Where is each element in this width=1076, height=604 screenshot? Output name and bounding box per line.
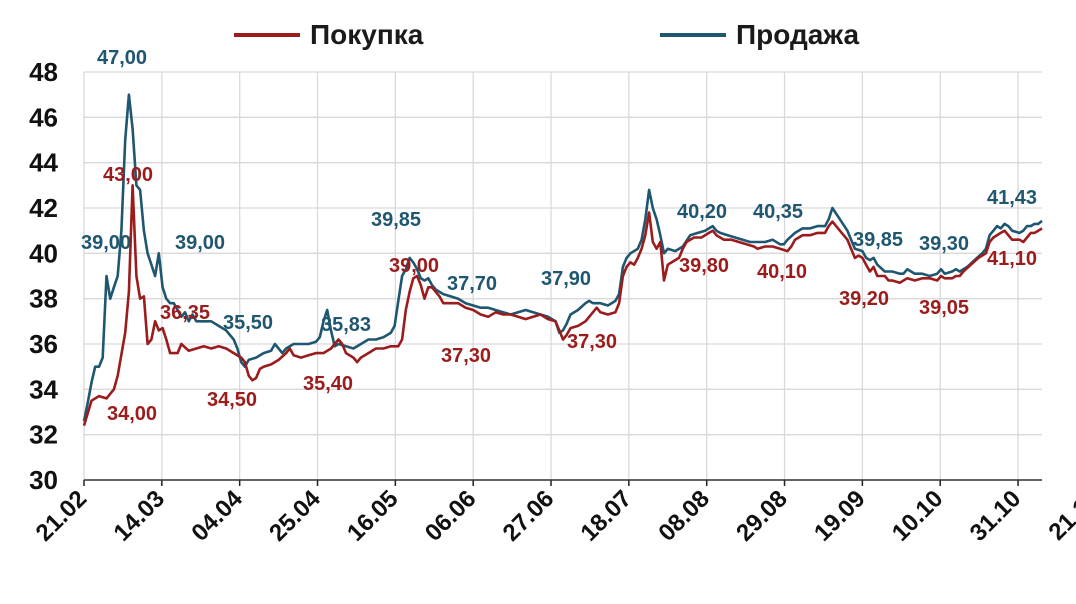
x-tick-label: 18.07 xyxy=(576,485,638,547)
data-label-buy: 40,10 xyxy=(757,261,807,283)
data-label-buy: 39,20 xyxy=(839,288,889,310)
data-label-sell: 35,50 xyxy=(223,312,273,334)
data-label-sell: 39,30 xyxy=(919,233,969,255)
data-label-sell: 35,83 xyxy=(321,314,371,336)
data-label-buy: 37,30 xyxy=(441,345,491,367)
data-label-buy: 35,40 xyxy=(303,373,353,395)
data-label-buy: 37,30 xyxy=(567,331,617,353)
data-label-sell: 39,85 xyxy=(371,209,421,231)
y-tick-label: 34 xyxy=(29,374,58,404)
x-tick-label: 14.03 xyxy=(109,485,171,547)
y-axis: 30 32 34 36 38 40 42 44 46 48 xyxy=(29,57,58,495)
data-label-buy: 39,05 xyxy=(919,297,969,319)
data-label-sell: 40,20 xyxy=(677,201,727,223)
data-label-sell: 39,00 xyxy=(81,232,131,254)
x-tick-label: 29.08 xyxy=(731,485,793,547)
data-label-buy: 39,00 xyxy=(389,255,439,277)
x-tick-label: 06.06 xyxy=(420,485,482,547)
legend: Покупка Продажа xyxy=(234,19,860,50)
data-label-buy: 34,50 xyxy=(207,389,257,411)
x-tick-label: 27.06 xyxy=(498,485,560,547)
y-tick-label: 42 xyxy=(29,193,58,223)
x-tick-label: 19.09 xyxy=(809,485,871,547)
y-tick-label: 40 xyxy=(29,238,58,268)
data-label-buy: 43,00 xyxy=(103,164,153,186)
x-tick-label: 04.04 xyxy=(186,485,248,547)
y-tick-label: 46 xyxy=(29,102,58,132)
y-tick-label: 32 xyxy=(29,420,58,450)
x-tick-label: 25.04 xyxy=(264,485,326,547)
legend-label-sell: Продажа xyxy=(736,19,860,50)
series-lines xyxy=(82,93,1043,426)
data-label-sell: 37,70 xyxy=(447,273,497,295)
y-tick-label: 48 xyxy=(29,57,58,87)
x-tick-label: 21.11 xyxy=(1044,485,1076,546)
data-label-sell: 40,35 xyxy=(753,201,803,223)
data-label-sell: 37,90 xyxy=(541,268,591,290)
data-label-buy: 39,80 xyxy=(679,255,729,277)
data-label-buy: 41,10 xyxy=(987,248,1037,270)
data-label-buy: 34,00 xyxy=(107,403,157,425)
data-label-sell: 39,85 xyxy=(853,229,903,251)
data-label-sell: 47,00 xyxy=(97,47,147,69)
x-tick-label: 31.10 xyxy=(965,485,1027,547)
grid xyxy=(83,71,1042,481)
x-tick-label: 16.05 xyxy=(342,485,404,547)
x-tick-label: 08.08 xyxy=(653,485,715,547)
x-axis: 21.02 14.03 04.04 25.04 16.05 06.06 27.06 18.07… xyxy=(31,479,1076,547)
data-label-sell: 39,00 xyxy=(175,232,225,254)
x-tick-label: 10.10 xyxy=(887,485,949,547)
y-tick-label: 30 xyxy=(29,465,58,495)
data-label-sell: 41,43 xyxy=(987,187,1037,209)
y-tick-label: 44 xyxy=(29,148,58,178)
series-line-buy xyxy=(82,184,1043,426)
data-labels: 47,00 43,00 39,00 34,00 39,00 36,35 35,50 34,50… xyxy=(81,47,1037,425)
legend-label-buy: Покупка xyxy=(310,19,424,50)
data-label-buy: 36,35 xyxy=(160,302,210,324)
series-line-sell xyxy=(82,93,1043,422)
y-tick-label: 38 xyxy=(29,284,58,314)
y-tick-label: 36 xyxy=(29,329,58,359)
